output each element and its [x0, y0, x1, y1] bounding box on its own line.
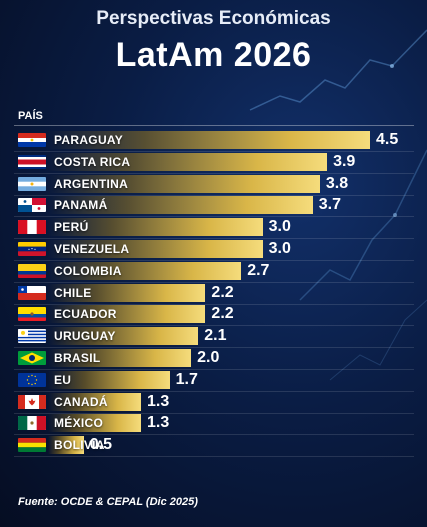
bar-row-bolivia: BOLIVIA 0.5	[0, 434, 427, 458]
bar-peru	[48, 218, 263, 237]
country-label: PANAMÁ	[54, 198, 108, 213]
value-label: 2.1	[204, 327, 227, 345]
row-divider	[14, 151, 414, 152]
paraguay-flag-icon	[18, 133, 46, 147]
country-label: COLOMBIA	[54, 263, 122, 278]
bar-ecuador	[48, 305, 206, 324]
chile-flag-icon	[18, 285, 46, 300]
bar-paraguay	[48, 131, 370, 149]
value-label: 2.2	[211, 283, 234, 301]
row-divider	[14, 325, 414, 327]
row-divider	[14, 434, 414, 436]
uruguay-flag-icon	[18, 329, 46, 344]
row-divider	[14, 172, 414, 174]
row-divider	[14, 369, 414, 370]
bar-argentina	[48, 174, 320, 193]
row-divider	[14, 216, 414, 218]
country-label: EU	[54, 372, 72, 387]
row-divider	[14, 194, 414, 196]
bar-row-peru: PERÚ 3.0	[0, 216, 427, 240]
country-label: PERÚ	[54, 220, 89, 235]
bar-row-argentina: ARGENTINA 3.8	[0, 173, 427, 196]
bar-colombia	[48, 261, 242, 280]
bar-mexico	[48, 414, 142, 433]
value-label: 3.7	[318, 196, 341, 214]
venezuela-flag-icon	[18, 242, 46, 256]
source-note: Fuente: OCDE & CEPAL (Dic 2025)	[18, 496, 198, 508]
bar-bolivia	[48, 436, 84, 455]
row-divider	[14, 260, 414, 261]
brazil-flag-icon	[18, 351, 46, 365]
eu-flag-icon	[18, 372, 46, 387]
country-label: PARAGUAY	[54, 133, 124, 147]
country-label: URUGUAY	[54, 329, 116, 344]
bar-row-mexico: MÉXICO 1.3	[0, 412, 427, 436]
value-label: 2.0	[197, 349, 220, 366]
value-label: 2.7	[247, 261, 270, 279]
bar-row-costa-rica: COSTA RICA 3.9	[0, 151, 427, 174]
row-divider	[14, 456, 414, 458]
bar-row-uruguay: URUGUAY 2.1	[0, 325, 427, 349]
value-label: 4.5	[376, 131, 399, 148]
row-divider	[14, 390, 414, 392]
bar-row-colombia: COLOMBIA 2.7	[0, 260, 427, 283]
bar-row-panama: PANAMÁ 3.7	[0, 194, 427, 218]
country-label: CANADÁ	[54, 394, 108, 409]
bar-panama	[48, 196, 313, 215]
canada-flag-icon	[18, 394, 46, 409]
bar-chile	[48, 283, 206, 302]
costa-rica-flag-icon	[18, 154, 46, 169]
chart-title: LatAm 2026	[115, 36, 312, 74]
country-label: VENEZUELA	[54, 242, 130, 256]
bar-costa-rica	[48, 152, 328, 171]
value-label: 3.9	[333, 152, 356, 170]
bar-uruguay	[48, 327, 199, 346]
row-divider	[14, 412, 414, 414]
peru-flag-icon	[18, 220, 46, 235]
colombia-flag-icon	[18, 263, 46, 278]
value-label: 3.0	[268, 240, 291, 257]
bolivia-flag-icon	[18, 438, 46, 453]
row-divider	[14, 347, 414, 349]
value-label: 0.5	[89, 436, 113, 454]
value-label: 3.0	[268, 218, 291, 236]
value-label: 1.7	[175, 370, 198, 388]
bar-row-venezuela: VENEZUELA 3.0	[0, 238, 427, 261]
row-divider	[14, 281, 414, 283]
chart-subtitle: Perspectivas Económicas	[96, 8, 331, 29]
row-divider	[14, 238, 414, 240]
bar-row-chile: CHILE 2.2	[0, 282, 427, 305]
bar-row-eu: EU 1.7	[0, 369, 427, 392]
bar-canada	[48, 392, 142, 411]
value-label: 2.2	[211, 305, 234, 323]
bar-brasil	[48, 349, 192, 367]
column-header-country: PAÍS	[18, 110, 43, 122]
bar-row-brasil: BRASIL 2.0	[0, 347, 427, 370]
argentina-flag-icon	[18, 176, 46, 191]
header-divider	[14, 125, 414, 126]
country-label: ARGENTINA	[54, 176, 129, 191]
ecuador-flag-icon	[18, 307, 46, 322]
country-label: ECUADOR	[54, 307, 117, 322]
bar-venezuela	[48, 240, 263, 258]
bar-row-paraguay: PARAGUAY 4.5	[0, 129, 427, 152]
bar-row-ecuador: ECUADOR 2.2	[0, 303, 427, 327]
country-label: CHILE	[54, 285, 92, 300]
country-label: BOLIVIA	[54, 438, 105, 453]
bar-row-canada: CANADÁ 1.3	[0, 391, 427, 414]
row-divider	[14, 303, 414, 305]
value-label: 1.3	[147, 414, 170, 432]
country-label: COSTA RICA	[54, 154, 131, 169]
value-label: 1.3	[147, 392, 170, 410]
value-label: 3.8	[325, 174, 349, 192]
panama-flag-icon	[18, 198, 46, 213]
mexico-flag-icon	[18, 416, 46, 431]
bar-eu	[48, 370, 170, 389]
country-label: BRASIL	[54, 351, 101, 365]
country-label: MÉXICO	[54, 416, 104, 431]
